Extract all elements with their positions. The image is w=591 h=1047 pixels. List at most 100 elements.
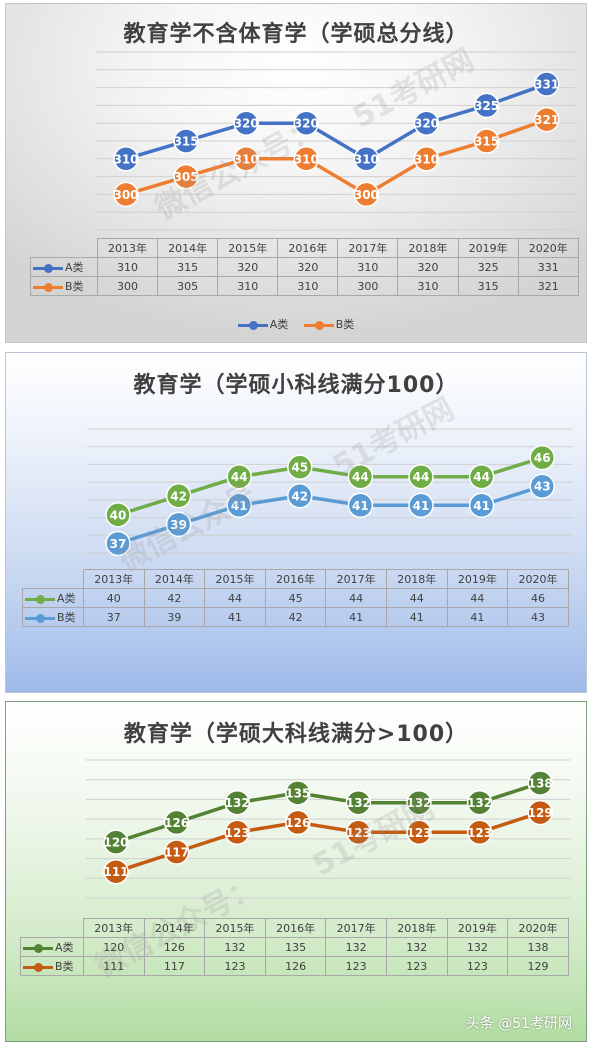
data-label: 123	[406, 826, 431, 840]
table-cell: 129	[507, 956, 569, 976]
data-point-marker	[527, 799, 553, 826]
data-point: 310	[113, 146, 139, 172]
table-cell: 41	[204, 607, 266, 627]
data-point-marker	[527, 770, 553, 796]
data-label: 300	[354, 188, 379, 202]
legend-item-a: A类	[237, 316, 288, 332]
chart-plot-small-subject: 40 42 44 45 44 44 44 46 37 39 41 42 41 41 41 43	[87, 428, 573, 557]
data-point: 123	[406, 819, 432, 846]
data-point: 305	[173, 163, 199, 190]
data-point: 44	[226, 463, 252, 490]
table-cell: 300	[96, 276, 159, 296]
data-point-marker	[103, 829, 129, 855]
data-label: 321	[534, 113, 559, 127]
data-point-marker	[105, 502, 131, 528]
table-cell: 126	[143, 937, 206, 957]
chart-plot-total: 310 315 320 320 310 320 325 331 300 305 310 310 300 3…	[95, 51, 577, 231]
chart-legend: A类 B类	[6, 316, 586, 332]
table-cell: 310	[397, 276, 459, 296]
data-point: 117	[163, 839, 190, 865]
data-label: 310	[294, 152, 319, 166]
table-cell: 43	[507, 607, 569, 627]
table-cell: 321	[517, 276, 579, 296]
table-row-label: B类	[30, 276, 98, 296]
data-point: 37	[105, 530, 131, 557]
data-point-marker	[293, 146, 320, 172]
data-point: 320	[233, 110, 259, 136]
data-point-marker	[163, 809, 190, 836]
data-label: 310	[113, 152, 138, 166]
data-point-marker	[473, 128, 500, 154]
data-label: 126	[285, 816, 310, 830]
table-cell: 44	[204, 588, 266, 608]
data-point: 325	[473, 92, 500, 119]
data-point-marker	[353, 146, 380, 172]
chart-title: 教育学（学硕大科线满分>100）	[123, 722, 469, 747]
data-label: 320	[294, 117, 319, 131]
data-label: 325	[474, 99, 499, 113]
table-row-label: A类	[30, 257, 98, 277]
data-label: 320	[414, 117, 439, 131]
table-row: B类 300 305 310 310 300 310 315 321	[30, 276, 579, 296]
data-label: 305	[174, 170, 199, 184]
data-point: 111	[103, 858, 129, 885]
table-header-year: 2016年	[264, 569, 327, 589]
data-point-marker	[226, 492, 252, 519]
data-point-marker	[408, 492, 434, 519]
data-label: 39	[170, 518, 187, 532]
table-header-year: 2017年	[325, 569, 387, 589]
data-point: 123	[466, 819, 493, 846]
data-label: 132	[225, 796, 250, 810]
table-cell: 41	[325, 607, 387, 627]
data-point: 41	[408, 492, 434, 519]
data-point-marker	[345, 789, 372, 816]
table-header-year: 2014年	[143, 918, 206, 938]
data-point: 310	[233, 146, 259, 172]
data-point: 126	[285, 809, 311, 836]
data-label: 123	[225, 826, 250, 840]
table-header-year: 2013年	[83, 918, 145, 938]
table-cell: 315	[157, 257, 219, 277]
table-cell: 138	[507, 937, 569, 957]
data-point-marker	[173, 163, 199, 190]
data-point-marker	[353, 181, 380, 208]
data-label: 46	[534, 451, 551, 465]
table-cell: 41	[385, 607, 448, 627]
table-cell: 310	[217, 276, 279, 296]
legend-item-b: B类	[303, 316, 354, 332]
data-point: 41	[226, 492, 252, 519]
data-point: 315	[173, 128, 199, 154]
table-header-year: 2016年	[277, 238, 339, 258]
data-point: 44	[408, 463, 434, 490]
data-point: 44	[468, 463, 495, 490]
table-cell: 305	[157, 276, 219, 296]
chart-panel-large-subject: 120 126 132 135 132 132 132 138 111 117 123 126 123 1…	[5, 701, 587, 1042]
data-point-marker	[533, 71, 560, 97]
table-header-year: 2014年	[143, 569, 206, 589]
data-label: 41	[413, 499, 430, 513]
data-label: 310	[354, 152, 379, 166]
table-cell: 123	[204, 956, 266, 976]
table-header-year: 2017年	[337, 238, 399, 258]
data-table: 2013年 2014年 2015年 2016年 2017年 2018年 2019年 2020年…	[22, 569, 569, 627]
chart-panel-small-subject: 40 42 44 45 44 44 44 46 37 39 41 42 41 41 41 43 教育学（学硕小…	[5, 352, 587, 693]
data-point: 41	[468, 492, 495, 519]
data-point: 120	[103, 829, 129, 855]
data-point-marker	[105, 530, 131, 557]
table-cell: 126	[264, 956, 327, 976]
data-point: 43	[529, 473, 555, 499]
data-point-marker	[287, 483, 313, 509]
data-point-marker	[347, 463, 374, 490]
data-label: 37	[110, 537, 127, 551]
table-row: A类 310 315 320 320 310 320 325 331	[30, 257, 579, 277]
data-label: 123	[467, 826, 492, 840]
data-label: 117	[164, 846, 189, 860]
table-row-label: B类	[22, 607, 84, 627]
table-cell: 132	[204, 937, 266, 957]
data-label: 132	[406, 796, 431, 810]
data-point-marker	[406, 819, 432, 846]
data-label: 44	[473, 470, 490, 484]
data-point-marker	[224, 819, 250, 846]
data-label: 129	[528, 806, 553, 820]
table-cell: 310	[337, 257, 399, 277]
